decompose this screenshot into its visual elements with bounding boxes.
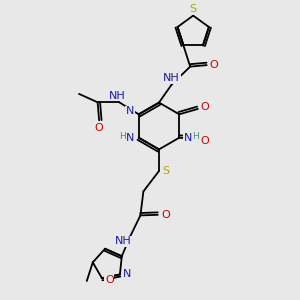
Text: S: S bbox=[162, 166, 169, 176]
Text: O: O bbox=[201, 102, 209, 112]
Text: NH: NH bbox=[163, 73, 180, 83]
Text: N: N bbox=[126, 106, 134, 116]
Text: O: O bbox=[210, 60, 219, 70]
Text: NH: NH bbox=[109, 91, 125, 101]
Text: H: H bbox=[119, 132, 126, 141]
Text: H: H bbox=[192, 132, 199, 141]
Text: N: N bbox=[125, 133, 134, 143]
Text: N: N bbox=[123, 269, 132, 279]
Text: O: O bbox=[201, 136, 209, 146]
Text: S: S bbox=[190, 4, 197, 14]
Text: O: O bbox=[105, 275, 114, 285]
Text: O: O bbox=[161, 210, 170, 220]
Text: NH: NH bbox=[115, 236, 132, 247]
Text: N: N bbox=[184, 133, 193, 143]
Text: O: O bbox=[95, 123, 103, 133]
